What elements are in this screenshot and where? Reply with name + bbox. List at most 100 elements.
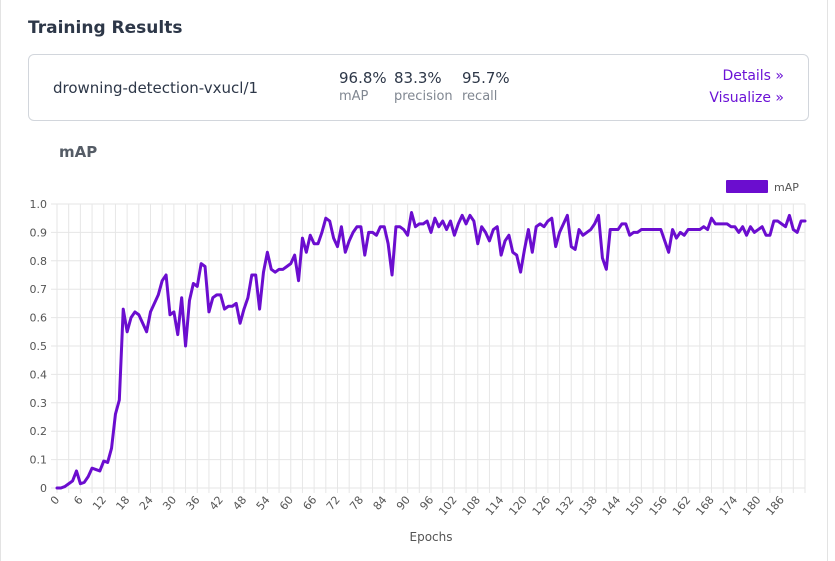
model-summary-card: drowning-detection-vxucl/1 96.8% mAP 83.… [28, 54, 809, 121]
visualize-link[interactable]: Visualize » [709, 90, 784, 106]
data-point [691, 228, 694, 231]
data-point [340, 225, 343, 228]
data-point [472, 220, 475, 223]
data-point [274, 271, 277, 274]
data-point [585, 231, 588, 234]
data-point [394, 225, 397, 228]
x-tick-label: 24 [137, 494, 156, 513]
data-point [149, 310, 152, 313]
y-tick-label: 0.2 [30, 425, 48, 438]
data-point [507, 234, 510, 237]
chart-title: mAP [59, 143, 98, 161]
data-point [145, 330, 148, 333]
data-point [776, 220, 779, 223]
data-point [379, 225, 382, 228]
data-point [328, 220, 331, 223]
data-point [320, 231, 323, 234]
metric-map-value: 96.8% [339, 69, 387, 87]
details-link[interactable]: Details » [722, 68, 784, 84]
x-tick-label: 78 [347, 494, 366, 513]
data-point [468, 214, 471, 217]
x-tick-label: 90 [394, 494, 413, 513]
data-point [375, 234, 378, 237]
metric-recall-value: 95.7% [462, 69, 510, 87]
data-point [422, 222, 425, 225]
data-point [410, 211, 413, 214]
data-point [659, 228, 662, 231]
data-point [741, 225, 744, 228]
y-tick-label: 0.5 [30, 340, 48, 353]
data-point [200, 262, 203, 265]
x-tick-label: 102 [436, 494, 459, 518]
data-point [153, 302, 156, 305]
data-point [289, 262, 292, 265]
x-tick-label: 66 [300, 494, 319, 513]
data-point [126, 330, 129, 333]
data-point [157, 293, 160, 296]
data-point [297, 279, 300, 282]
x-tick-label: 180 [740, 494, 763, 518]
data-point [593, 222, 596, 225]
data-point [75, 469, 78, 472]
data-point [527, 228, 530, 231]
data-point [391, 274, 394, 277]
data-point [301, 237, 304, 240]
data-point [433, 217, 436, 220]
data-point [535, 225, 538, 228]
data-point [281, 268, 284, 271]
data-point [172, 310, 175, 313]
data-point [589, 228, 592, 231]
data-point [246, 296, 249, 299]
data-point [59, 487, 62, 490]
data-point [445, 228, 448, 231]
x-tick-label: 30 [160, 494, 179, 513]
data-point [729, 225, 732, 228]
data-point [363, 254, 366, 257]
data-point [570, 245, 573, 248]
data-point [671, 228, 674, 231]
data-point [733, 225, 736, 228]
data-point [227, 305, 230, 308]
data-point [250, 274, 253, 277]
data-point [655, 228, 658, 231]
data-point [714, 222, 717, 225]
data-point [546, 220, 549, 223]
data-point [496, 225, 499, 228]
data-point [332, 237, 335, 240]
metric-precision-value: 83.3% [394, 69, 442, 87]
data-point [418, 222, 421, 225]
data-point [624, 222, 627, 225]
data-point [359, 225, 362, 228]
data-point [285, 265, 288, 268]
data-point [406, 234, 409, 237]
data-point [800, 220, 803, 223]
x-tick-label: 156 [647, 494, 670, 518]
data-point [492, 228, 495, 231]
data-point [110, 447, 113, 450]
data-point [219, 293, 222, 296]
data-point [211, 296, 214, 299]
data-point [118, 398, 121, 401]
x-tick-label: 54 [254, 494, 273, 513]
data-point [215, 293, 218, 296]
data-point [562, 222, 565, 225]
data-point [324, 217, 327, 220]
data-point [504, 239, 507, 242]
data-point [784, 225, 787, 228]
data-point [461, 214, 464, 217]
data-point [749, 225, 752, 228]
data-point [706, 228, 709, 231]
data-point [254, 274, 257, 277]
data-point [710, 217, 713, 220]
data-point [663, 239, 666, 242]
data-point [617, 228, 620, 231]
x-tick-label: 162 [670, 494, 693, 518]
x-tick-label: 144 [600, 494, 623, 518]
x-tick-label: 36 [184, 494, 203, 513]
data-point [531, 251, 534, 254]
data-point [453, 234, 456, 237]
data-point [558, 231, 561, 234]
data-point [239, 322, 242, 325]
data-point [387, 242, 390, 245]
